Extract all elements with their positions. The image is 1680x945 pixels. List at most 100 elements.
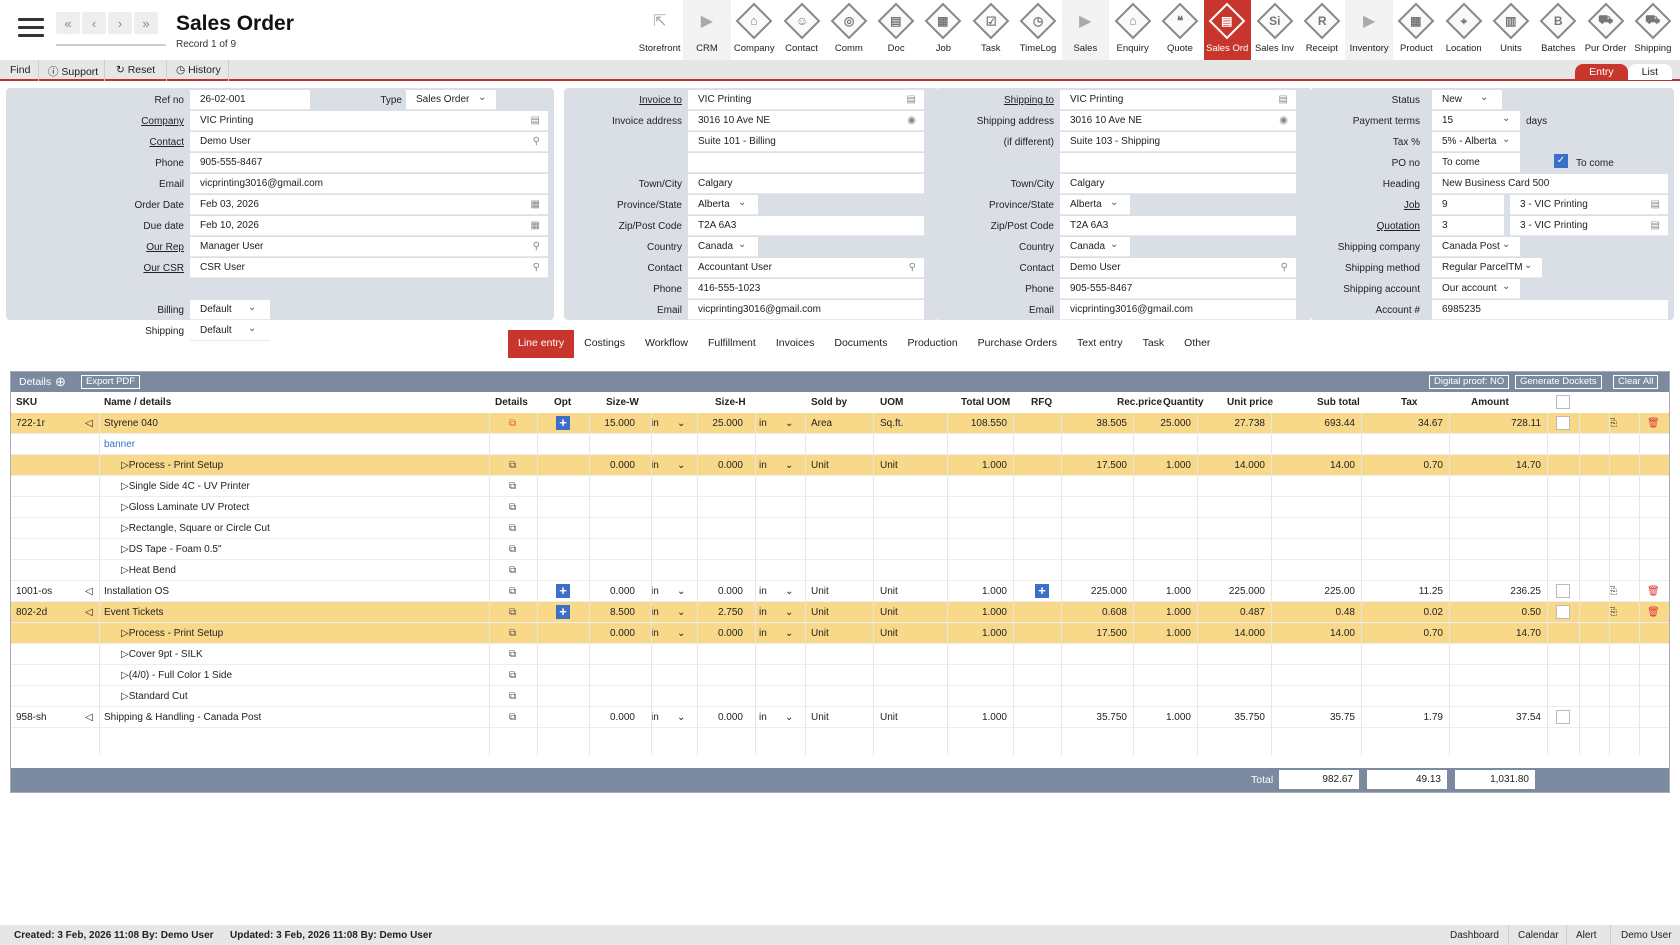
collapse-icon[interactable]: ◁ [85, 712, 93, 723]
col-sku[interactable]: SKU [16, 397, 38, 408]
person-icon[interactable]: ⚲ [532, 262, 540, 273]
invoice-to-input[interactable]: VIC Printing ▤ [688, 90, 924, 110]
phone-input[interactable]: 905-555-8467 [190, 153, 548, 173]
col-total-uom[interactable]: Total UOM [961, 397, 1011, 408]
tab-entry[interactable]: Entry [1575, 64, 1628, 80]
chevron-down-icon[interactable]: ⌄ [248, 302, 257, 313]
copy-icon[interactable]: ⧉ [509, 481, 517, 492]
table-row[interactable]: ▷DS Tape - Foam 0.5" ⧉ [11, 539, 1669, 560]
document-icon[interactable]: ▤ [530, 115, 540, 126]
table-row[interactable]: 722-1r ◁ Styrene 040 ⧉ +15.000 in ⌄ 25.000 in ⌄ Ar… [11, 413, 1669, 434]
module-location[interactable]: ⌖ Location [1440, 0, 1487, 60]
table-row[interactable]: ▷Rectangle, Square or Circle Cut ⧉ [11, 518, 1669, 539]
chevron-down-icon[interactable]: ⌄ [738, 239, 747, 250]
item-name[interactable]: ▷Single Side 4C - UV Printer [121, 481, 250, 492]
delete-icon[interactable]: 🗑 [1647, 586, 1660, 597]
table-row[interactable]: 958-sh ◁ Shipping & Handling - Canada Post… [11, 707, 1669, 728]
item-name[interactable]: Styrene 040 [104, 418, 158, 429]
module-sales[interactable]: ▶ Sales [1061, 0, 1109, 60]
col-amount[interactable]: Amount [1471, 397, 1509, 408]
add-option-icon[interactable]: + [556, 605, 570, 619]
tab-purchase-orders[interactable]: Purchase Orders [977, 337, 1058, 349]
email-input[interactable]: vicprinting3016@gmail.com [190, 174, 548, 194]
select-all-checkbox[interactable] [1556, 395, 1570, 409]
shipping-input[interactable]: Default ⌄ [190, 321, 270, 341]
shipping-address-input[interactable]: 3016 10 Ave NE ◉ [1060, 111, 1296, 131]
copy-row-icon[interactable]: ⎘ [1609, 607, 1617, 618]
table-row[interactable]: 802-2d ◁ Event Tickets ⧉ +8.500 in ⌄ 2.750 in ⌄ Un… [11, 602, 1669, 623]
shipping-email-input[interactable]: vicprinting3016@gmail.com [1060, 300, 1296, 320]
item-name[interactable]: Event Tickets [104, 607, 164, 618]
chevron-down-icon[interactable]: ⌄ [1524, 260, 1533, 271]
person-icon[interactable]: ⚲ [1280, 262, 1288, 273]
copy-icon[interactable]: ⧉ [509, 460, 517, 471]
shipping-town-input[interactable]: Calgary [1060, 174, 1296, 194]
payment-terms-input[interactable]: 15 ⌄ [1432, 111, 1520, 131]
module-company[interactable]: ⌂ Company [731, 0, 778, 60]
module-contact[interactable]: ☺ Contact [778, 0, 825, 60]
calendar-icon[interactable]: ▦ [530, 220, 540, 231]
row-checkbox[interactable] [1556, 710, 1570, 724]
location-pin-icon[interactable]: ◉ [1279, 115, 1288, 126]
tab-other[interactable]: Other [1184, 337, 1211, 349]
module-receipt[interactable]: R Receipt [1298, 0, 1345, 60]
chevron-down-icon[interactable]: ⌄ [738, 197, 747, 208]
copy-icon[interactable]: ⧉ [509, 691, 517, 702]
module-enquiry[interactable]: ⌂ Enquiry [1109, 0, 1156, 60]
copy-icon[interactable]: ⧉ [509, 544, 517, 555]
table-row[interactable]: ▷Single Side 4C - UV Printer ⧉ [11, 476, 1669, 497]
tab-list[interactable]: List [1627, 64, 1672, 80]
dashboard-link[interactable]: Dashboard [1450, 930, 1499, 941]
col-details[interactable]: Details [495, 397, 528, 408]
delete-icon[interactable]: 🗑 [1647, 418, 1660, 429]
shipping-address3-input[interactable] [1060, 153, 1296, 173]
module-job[interactable]: ▦ Job [920, 0, 967, 60]
collapse-icon[interactable]: ◁ [85, 586, 93, 597]
copy-icon[interactable]: ⧉ [509, 565, 517, 576]
billing-input[interactable]: Default ⌄ [190, 300, 270, 320]
item-name[interactable]: ▷DS Tape - Foam 0.5" [121, 544, 222, 555]
copy-icon[interactable]: ⧉ [509, 607, 517, 618]
table-row[interactable]: 1001-os ◁ Installation OS ⧉ +0.000 in ⌄ 0.000 in… [11, 581, 1669, 602]
shipping-account-input[interactable]: Our account ⌄ [1432, 279, 1520, 299]
table-row[interactable]: ▷Process - Print Setup ⧉ 0.000 in ⌄ 0.000 in ⌄ U… [11, 623, 1669, 644]
alert-link[interactable]: Alert [1576, 930, 1597, 941]
job-label[interactable]: Job [1403, 200, 1420, 211]
rfq-add-icon[interactable]: + [1035, 584, 1049, 598]
person-icon[interactable]: ⚲ [532, 136, 540, 147]
chevron-down-icon[interactable]: ⌄ [785, 607, 794, 618]
tab-costings[interactable]: Costings [584, 337, 625, 349]
item-name[interactable]: ▷Heat Bend [121, 565, 176, 576]
module-product[interactable]: ▦ Product [1393, 0, 1440, 60]
document-icon[interactable]: ▤ [1650, 199, 1660, 210]
tab-task[interactable]: Task [1142, 337, 1165, 349]
user-menu[interactable]: Demo User [1621, 930, 1672, 941]
document-icon[interactable]: ▤ [1278, 94, 1288, 105]
our-rep-input[interactable]: Manager User ⚲ [190, 237, 548, 257]
chevron-down-icon[interactable]: ⌄ [785, 586, 794, 597]
invoice-phone-input[interactable]: 416-555-1023 [688, 279, 924, 299]
invoice-town-input[interactable]: Calgary [688, 174, 924, 194]
copy-icon[interactable]: ⧉ [509, 712, 517, 723]
chevron-down-icon[interactable]: ⌄ [677, 586, 686, 597]
person-icon[interactable]: ⚲ [908, 262, 916, 273]
status-input[interactable]: New ⌄ [1432, 90, 1502, 110]
ref-no-input[interactable]: 26-02-001 [190, 90, 310, 110]
table-row[interactable]: ▷Cover 9pt - SILK ⧉ [11, 644, 1669, 665]
export-pdf-button[interactable]: Export PDF [81, 375, 141, 389]
invoice-email-input[interactable]: vicprinting3016@gmail.com [688, 300, 924, 320]
row-checkbox[interactable] [1556, 605, 1570, 619]
tab-line-entry[interactable]: Line entry [508, 330, 575, 358]
copy-row-icon[interactable]: ⎘ [1609, 586, 1617, 597]
company-input[interactable]: VIC Printing ▤ [190, 111, 548, 131]
line-note[interactable]: banner [104, 439, 136, 450]
module-task[interactable]: ☑ Task [967, 0, 1014, 60]
col-unit-price[interactable]: Unit price [1227, 397, 1274, 408]
chevron-down-icon[interactable]: ⌄ [785, 418, 794, 429]
tab-production[interactable]: Production [907, 337, 958, 349]
our-csr-input[interactable]: CSR User ⚲ [190, 258, 548, 278]
invoice-country-input[interactable]: Canada ⌄ [688, 237, 758, 257]
add-option-icon[interactable]: + [556, 584, 570, 598]
chevron-down-icon[interactable]: ⌄ [677, 712, 686, 723]
item-name[interactable]: ▷Cover 9pt - SILK [121, 649, 203, 660]
